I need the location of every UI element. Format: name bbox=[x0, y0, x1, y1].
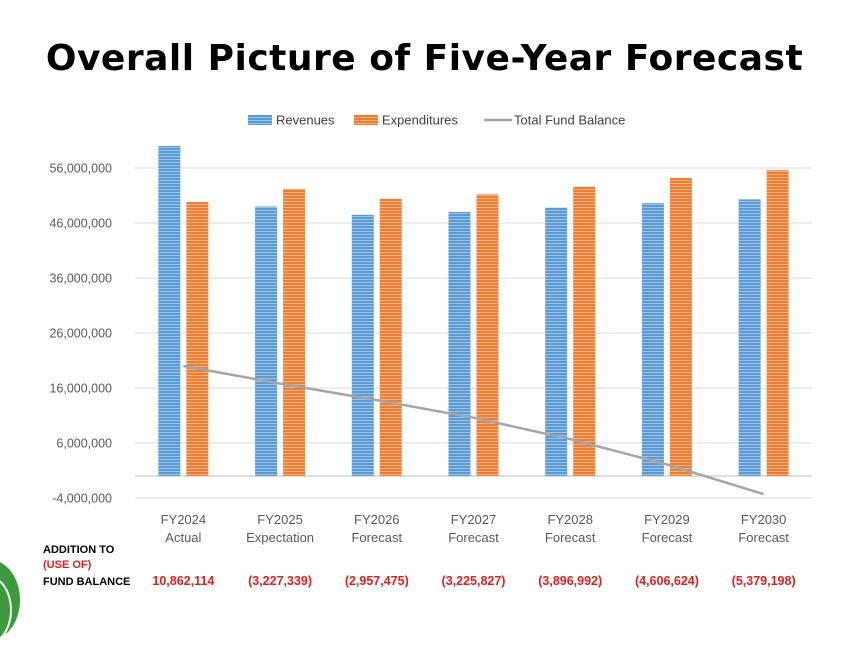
x-category-label-year: FY2027 bbox=[451, 512, 497, 527]
bar-revenues bbox=[255, 206, 278, 476]
bar-expenditures bbox=[766, 170, 789, 476]
x-category-label-type: Forecast bbox=[738, 530, 789, 545]
x-category-label-year: FY2028 bbox=[547, 512, 593, 527]
x-category-label-year: FY2024 bbox=[161, 512, 207, 527]
legend-label-fund-balance: Total Fund Balance bbox=[514, 113, 625, 128]
fund-balance-value: (2,957,475) bbox=[344, 574, 409, 588]
fund-balance-value: 10,862,114 bbox=[152, 574, 215, 588]
legend-swatch-expenditures bbox=[354, 115, 378, 125]
bar-revenues bbox=[448, 212, 471, 476]
bar-expenditures bbox=[476, 194, 499, 476]
legend-label-expenditures: Expenditures bbox=[382, 113, 458, 128]
fund-balance-value: (5,379,198) bbox=[731, 574, 796, 588]
bar-revenues bbox=[158, 146, 181, 476]
bar-expenditures bbox=[669, 177, 692, 476]
fund-balance-label-line3: FUND BALANCE bbox=[43, 576, 131, 588]
y-tick-label: 16,000,000 bbox=[49, 382, 112, 396]
x-category-label-type: Forecast bbox=[448, 530, 499, 545]
x-category-label-type: Forecast bbox=[545, 530, 596, 545]
x-category-label-year: FY2030 bbox=[741, 512, 787, 527]
bar-expenditures bbox=[573, 186, 596, 476]
y-tick-label: 26,000,000 bbox=[49, 327, 112, 341]
x-category-label-type: Expectation bbox=[246, 530, 314, 545]
y-tick-label: 56,000,000 bbox=[49, 162, 112, 176]
page-title: Overall Picture of Five-Year Forecast bbox=[45, 38, 804, 79]
x-category-label-type: Forecast bbox=[351, 530, 402, 545]
bar-expenditures bbox=[283, 188, 306, 476]
bar-expenditures bbox=[379, 198, 402, 477]
legend-label-revenues: Revenues bbox=[276, 113, 335, 128]
y-tick-label: -4,000,000 bbox=[52, 492, 112, 506]
y-tick-label: 36,000,000 bbox=[49, 272, 112, 286]
fund-balance-label-line1: ADDITION TO bbox=[43, 544, 115, 556]
x-category-label-year: FY2025 bbox=[257, 512, 303, 527]
bar-revenues bbox=[738, 199, 761, 476]
forecast-chart: 56,000,000 46,000,000 36,000,000 26,000,000… bbox=[49, 113, 812, 545]
fund-balance-value: (3,896,992) bbox=[538, 574, 603, 588]
x-category-label-type: Actual bbox=[165, 530, 201, 545]
fund-balance-value: (3,227,339) bbox=[248, 574, 313, 588]
y-tick-label: 6,000,000 bbox=[56, 437, 112, 451]
fund-balance-label-line2: (USE OF) bbox=[43, 559, 92, 571]
bar-revenues bbox=[545, 207, 568, 476]
x-category-label-type: Forecast bbox=[642, 530, 693, 545]
line-total-fund-balance bbox=[183, 364, 765, 496]
fund-balance-value: (3,225,827) bbox=[441, 574, 506, 588]
fund-balance-value: (4,606,624) bbox=[634, 574, 699, 588]
y-tick-label: 46,000,000 bbox=[49, 217, 112, 231]
bar-revenues bbox=[351, 214, 374, 476]
bar-expenditures bbox=[186, 202, 209, 476]
x-category-label-year: FY2026 bbox=[354, 512, 400, 527]
x-category-label-year: FY2029 bbox=[644, 512, 690, 527]
legend-swatch-revenues bbox=[248, 115, 272, 125]
bar-revenues bbox=[641, 203, 664, 476]
